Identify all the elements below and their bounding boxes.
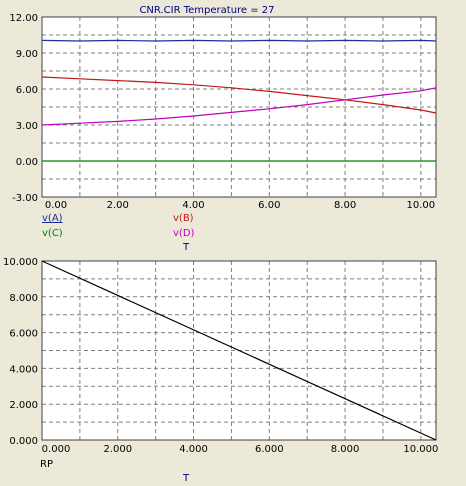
y-tick-label: 0.000 (9, 436, 38, 447)
x-tick-label: 0.000 (42, 444, 71, 455)
y-tick-label: 12.00 (9, 13, 38, 24)
bottom-plot: 0.000 2.000 4.000 6.000 8.000 10.000 0.000 2.00… (3, 257, 438, 484)
plot-frame (41, 16, 437, 198)
series-line-vd (41, 87, 437, 126)
y-tick-label: 4.000 (9, 364, 38, 375)
x-tick-label: 2.00 (107, 200, 129, 211)
series-line-va (41, 39, 437, 42)
x-tick-label: 0.00 (45, 200, 67, 211)
x-tick-label: 8.000 (331, 444, 360, 455)
legend-entry: v(A) (42, 213, 63, 224)
plot-frame (41, 260, 437, 441)
legend-entry: v(B) (173, 213, 194, 224)
y-tick-label: 0.00 (16, 157, 38, 168)
y-tick-label: -3.00 (12, 193, 38, 204)
legend-entry: RP (40, 459, 53, 470)
x-tick-label: 10.00 (407, 200, 436, 211)
series-line-vb (41, 76, 437, 114)
series-line-rp (41, 260, 437, 441)
legend-entry: v(D) (173, 228, 195, 239)
chart-title: CNR.CIR Temperature = 27 (139, 5, 274, 16)
y-tick-label: 8.000 (9, 293, 38, 304)
x-axis-label: T (182, 242, 190, 253)
x-tick-label: 4.000 (179, 444, 208, 455)
x-tick-label: 6.00 (258, 200, 280, 211)
x-tick-label: 6.000 (255, 444, 284, 455)
x-tick-label: 8.00 (334, 200, 356, 211)
top-plot: -3.00 0.00 3.00 6.00 9.00 12.00 0.00 2.00 4.00 6.… (9, 13, 437, 253)
x-tick-label: 2.000 (103, 444, 132, 455)
x-tick-label: 4.00 (182, 200, 204, 211)
y-tick-label: 3.00 (16, 121, 38, 132)
y-tick-label: 6.00 (16, 85, 38, 96)
legend-entry: v(C) (42, 228, 63, 239)
y-tick-label: 10.000 (3, 257, 38, 268)
x-tick-label: 10.000 (403, 444, 438, 455)
y-tick-label: 6.000 (9, 329, 38, 340)
x-axis-label: T (182, 473, 190, 484)
y-tick-label: 2.000 (9, 400, 38, 411)
y-tick-label: 9.00 (16, 49, 38, 60)
